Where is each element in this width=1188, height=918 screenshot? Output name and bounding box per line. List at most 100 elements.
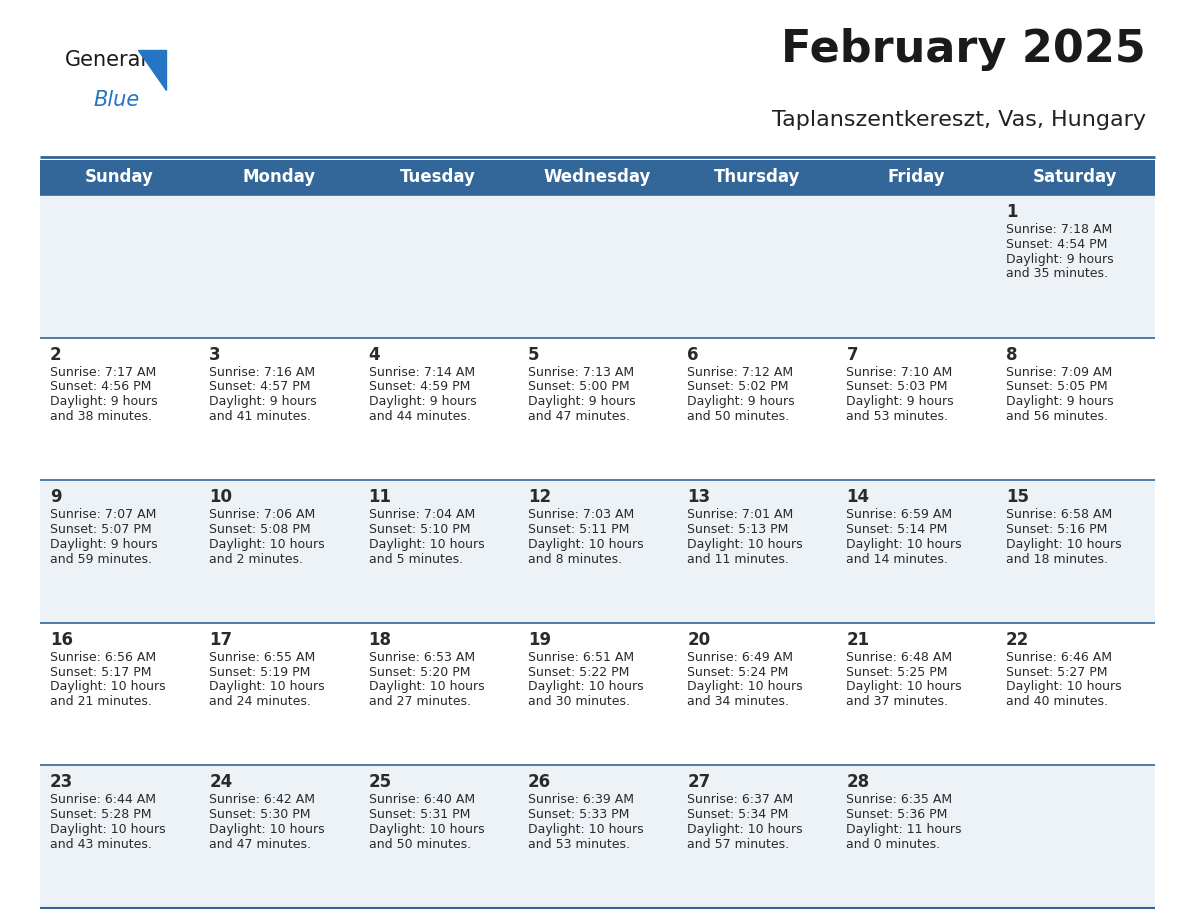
Text: Daylight: 10 hours: Daylight: 10 hours [1006, 538, 1121, 551]
Text: Thursday: Thursday [714, 169, 800, 186]
Text: Sunset: 4:56 PM: Sunset: 4:56 PM [50, 380, 151, 394]
Text: 12: 12 [527, 488, 551, 506]
Text: Daylight: 10 hours: Daylight: 10 hours [209, 538, 324, 551]
Text: Tuesday: Tuesday [400, 169, 476, 186]
Text: Daylight: 9 hours: Daylight: 9 hours [846, 396, 954, 409]
Text: Sunset: 5:19 PM: Sunset: 5:19 PM [209, 666, 310, 678]
Text: and 41 minutes.: and 41 minutes. [209, 410, 311, 423]
Text: 25: 25 [368, 773, 392, 791]
Text: and 0 minutes.: and 0 minutes. [846, 838, 941, 851]
Text: Sunset: 5:10 PM: Sunset: 5:10 PM [368, 523, 470, 536]
Text: Sunset: 5:07 PM: Sunset: 5:07 PM [50, 523, 152, 536]
Text: 20: 20 [687, 631, 710, 649]
Text: Sunrise: 6:49 AM: Sunrise: 6:49 AM [687, 651, 794, 664]
Bar [40, 338, 1155, 480]
Text: 8: 8 [1006, 345, 1017, 364]
Text: and 14 minutes.: and 14 minutes. [846, 553, 948, 565]
Text: Sunrise: 6:39 AM: Sunrise: 6:39 AM [527, 793, 634, 806]
Bar [40, 480, 1155, 622]
Text: Sunrise: 6:46 AM: Sunrise: 6:46 AM [1006, 651, 1112, 664]
Text: Sunset: 5:31 PM: Sunset: 5:31 PM [368, 808, 470, 822]
Text: Sunrise: 6:42 AM: Sunrise: 6:42 AM [209, 793, 315, 806]
Text: Sunset: 5:33 PM: Sunset: 5:33 PM [527, 808, 630, 822]
Text: Sunrise: 7:12 AM: Sunrise: 7:12 AM [687, 365, 794, 378]
Text: Daylight: 10 hours: Daylight: 10 hours [368, 680, 485, 693]
Text: General: General [65, 50, 147, 70]
Text: Daylight: 10 hours: Daylight: 10 hours [687, 538, 803, 551]
Text: Friday: Friday [887, 169, 944, 186]
Text: Blue: Blue [93, 90, 139, 110]
Text: and 35 minutes.: and 35 minutes. [1006, 267, 1107, 280]
Text: 21: 21 [846, 631, 870, 649]
Text: and 37 minutes.: and 37 minutes. [846, 695, 948, 708]
Polygon shape [138, 50, 166, 90]
Text: Sunset: 5:36 PM: Sunset: 5:36 PM [846, 808, 948, 822]
Bar [40, 195, 1155, 338]
Bar [40, 766, 1155, 908]
Text: 11: 11 [368, 488, 392, 506]
Text: and 44 minutes.: and 44 minutes. [368, 410, 470, 423]
Text: Monday: Monday [242, 169, 316, 186]
Text: Daylight: 10 hours: Daylight: 10 hours [846, 680, 962, 693]
Text: and 18 minutes.: and 18 minutes. [1006, 553, 1107, 565]
Text: and 50 minutes.: and 50 minutes. [687, 410, 789, 423]
Text: Sunset: 5:20 PM: Sunset: 5:20 PM [368, 666, 470, 678]
Text: Daylight: 10 hours: Daylight: 10 hours [687, 823, 803, 836]
Text: Sunrise: 6:44 AM: Sunrise: 6:44 AM [50, 793, 156, 806]
Text: and 56 minutes.: and 56 minutes. [1006, 410, 1107, 423]
Text: Sunrise: 7:10 AM: Sunrise: 7:10 AM [846, 365, 953, 378]
Text: Sunrise: 6:51 AM: Sunrise: 6:51 AM [527, 651, 634, 664]
Text: and 47 minutes.: and 47 minutes. [209, 838, 311, 851]
Text: Daylight: 10 hours: Daylight: 10 hours [527, 680, 644, 693]
Text: 1: 1 [1006, 203, 1017, 221]
Text: Daylight: 11 hours: Daylight: 11 hours [846, 823, 962, 836]
Text: Sunset: 5:00 PM: Sunset: 5:00 PM [527, 380, 630, 394]
Text: Daylight: 9 hours: Daylight: 9 hours [50, 396, 158, 409]
Text: and 53 minutes.: and 53 minutes. [527, 838, 630, 851]
Text: 24: 24 [209, 773, 233, 791]
Text: Daylight: 10 hours: Daylight: 10 hours [209, 680, 324, 693]
Text: 22: 22 [1006, 631, 1029, 649]
Text: 16: 16 [50, 631, 72, 649]
Bar [40, 622, 1155, 766]
Text: Wednesday: Wednesday [544, 169, 651, 186]
Text: Sunrise: 7:18 AM: Sunrise: 7:18 AM [1006, 223, 1112, 236]
Text: Sunset: 5:02 PM: Sunset: 5:02 PM [687, 380, 789, 394]
Text: and 38 minutes.: and 38 minutes. [50, 410, 152, 423]
Text: Daylight: 9 hours: Daylight: 9 hours [527, 396, 636, 409]
Text: February 2025: February 2025 [782, 28, 1146, 71]
Text: 14: 14 [846, 488, 870, 506]
Text: Sunrise: 7:07 AM: Sunrise: 7:07 AM [50, 509, 157, 521]
Text: and 34 minutes.: and 34 minutes. [687, 695, 789, 708]
Text: Sunset: 5:34 PM: Sunset: 5:34 PM [687, 808, 789, 822]
Text: Sunset: 5:28 PM: Sunset: 5:28 PM [50, 808, 152, 822]
Text: Sunset: 5:08 PM: Sunset: 5:08 PM [209, 523, 311, 536]
Text: Daylight: 10 hours: Daylight: 10 hours [687, 680, 803, 693]
Text: and 5 minutes.: and 5 minutes. [368, 553, 462, 565]
Text: Sunrise: 6:35 AM: Sunrise: 6:35 AM [846, 793, 953, 806]
Text: 27: 27 [687, 773, 710, 791]
Text: Sunrise: 7:17 AM: Sunrise: 7:17 AM [50, 365, 157, 378]
Text: Sunset: 5:16 PM: Sunset: 5:16 PM [1006, 523, 1107, 536]
Text: Sunset: 5:30 PM: Sunset: 5:30 PM [209, 808, 311, 822]
Text: 26: 26 [527, 773, 551, 791]
Text: 19: 19 [527, 631, 551, 649]
Text: Daylight: 10 hours: Daylight: 10 hours [368, 823, 485, 836]
Text: and 8 minutes.: and 8 minutes. [527, 553, 623, 565]
Text: 4: 4 [368, 345, 380, 364]
Text: and 47 minutes.: and 47 minutes. [527, 410, 630, 423]
Text: Sunset: 4:57 PM: Sunset: 4:57 PM [209, 380, 311, 394]
Text: Daylight: 10 hours: Daylight: 10 hours [368, 538, 485, 551]
Text: Sunrise: 6:55 AM: Sunrise: 6:55 AM [209, 651, 316, 664]
Text: and 27 minutes.: and 27 minutes. [368, 695, 470, 708]
Text: 17: 17 [209, 631, 233, 649]
Text: Sunrise: 6:37 AM: Sunrise: 6:37 AM [687, 793, 794, 806]
Text: 28: 28 [846, 773, 870, 791]
Text: and 50 minutes.: and 50 minutes. [368, 838, 470, 851]
Text: Daylight: 9 hours: Daylight: 9 hours [1006, 252, 1113, 265]
Text: Daylight: 9 hours: Daylight: 9 hours [1006, 396, 1113, 409]
Text: Daylight: 10 hours: Daylight: 10 hours [50, 680, 165, 693]
Text: 18: 18 [368, 631, 392, 649]
Text: and 11 minutes.: and 11 minutes. [687, 553, 789, 565]
Text: Sunset: 5:13 PM: Sunset: 5:13 PM [687, 523, 789, 536]
